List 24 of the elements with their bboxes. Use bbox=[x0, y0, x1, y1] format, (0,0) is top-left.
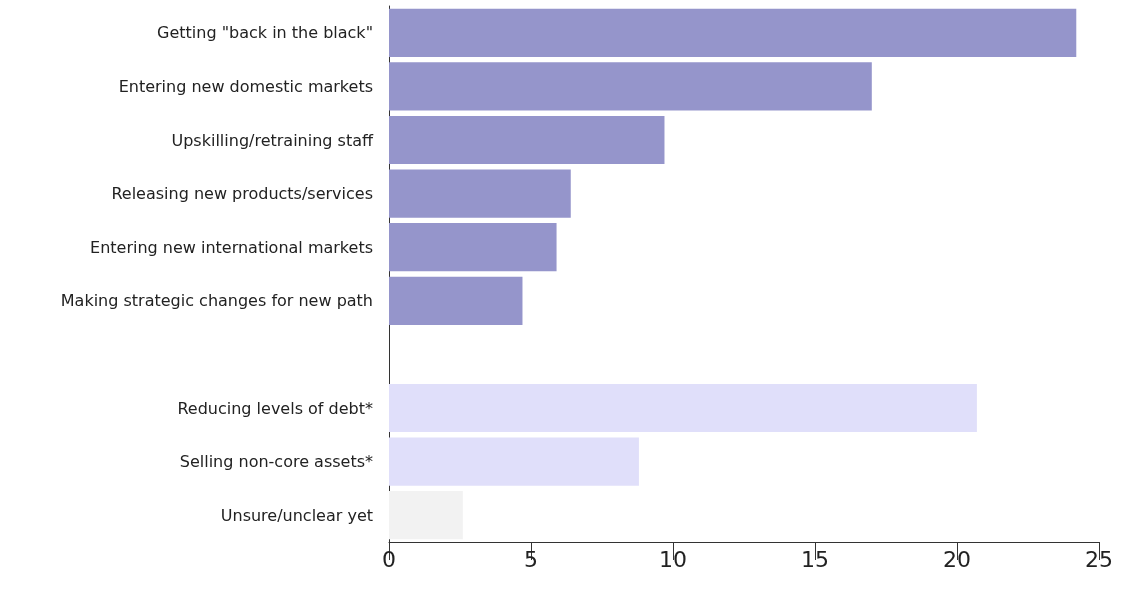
bar bbox=[389, 383, 977, 433]
y-tick-label: Unsure/unclear yet bbox=[220, 505, 373, 525]
y-tick-label: Making strategic changes for new path bbox=[60, 291, 373, 311]
x-tick-label: 0 bbox=[382, 546, 396, 572]
bar bbox=[389, 169, 571, 218]
y-tick-label: Entering new international markets bbox=[90, 237, 373, 257]
x-tick-label: 20 bbox=[943, 546, 971, 572]
y-tick-label: Releasing new products/services bbox=[111, 184, 373, 204]
y-tick-label: Selling non-core assets* bbox=[179, 452, 373, 472]
x-tick-label: 25 bbox=[1085, 546, 1113, 572]
x-tick-label: 10 bbox=[659, 546, 687, 572]
y-tick-label: Entering new domestic markets bbox=[118, 76, 373, 96]
bar bbox=[389, 8, 1077, 57]
bar bbox=[389, 276, 523, 325]
bar bbox=[389, 491, 463, 540]
y-tick-label: Upskilling/retraining staff bbox=[171, 130, 374, 150]
y-tick-label: Getting "back in the black" bbox=[157, 23, 373, 43]
x-tick-label: 15 bbox=[801, 546, 829, 572]
x-tick-label: 5 bbox=[524, 546, 538, 572]
bar bbox=[389, 62, 872, 111]
bar bbox=[389, 223, 557, 272]
bar bbox=[389, 115, 665, 165]
y-tick-label: Reducing levels of debt* bbox=[177, 398, 373, 418]
bar bbox=[389, 437, 639, 486]
